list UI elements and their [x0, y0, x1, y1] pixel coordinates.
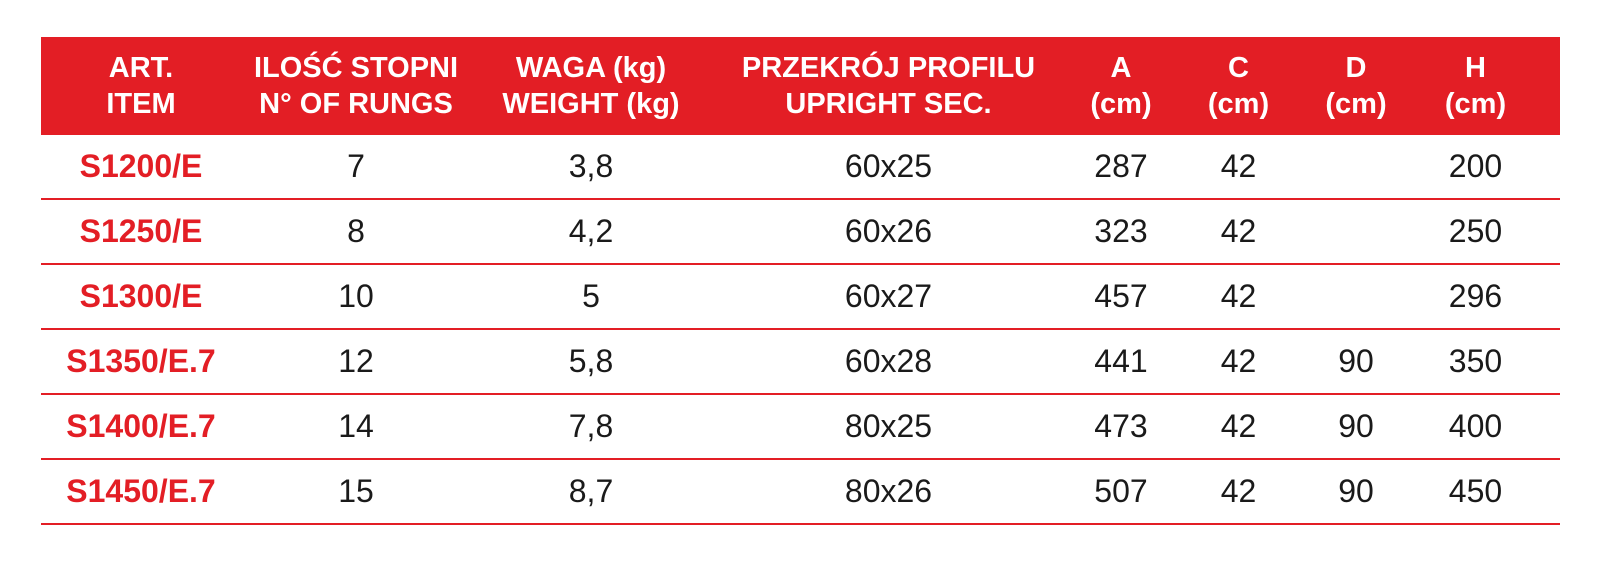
header-item: ART. ITEM [41, 37, 241, 135]
d-value: 90 [1338, 343, 1374, 379]
a-value: 323 [1094, 213, 1148, 249]
h-value: 200 [1448, 148, 1503, 184]
header-label: D [1345, 52, 1367, 84]
header-h: H (cm) [1411, 37, 1540, 135]
c-value: 42 [1220, 343, 1257, 379]
c-value: 42 [1220, 213, 1257, 249]
rungs-value: 14 [338, 408, 374, 444]
a-value: 473 [1094, 408, 1148, 444]
header-label: UPRIGHT SEC. [785, 88, 992, 120]
header-label: (cm) [1090, 88, 1152, 120]
rungs-value: 15 [338, 473, 374, 509]
header-rungs: ILOŚĆ STOPNI N° OF RUNGS [241, 37, 471, 135]
table-row: S1200/E 7 3,8 60x25 287 42 200 [41, 135, 1560, 200]
rungs-value: 12 [338, 343, 374, 379]
c-value: 42 [1220, 408, 1257, 444]
header-a: A (cm) [1066, 37, 1176, 135]
rungs-value: 7 [347, 148, 365, 184]
section-value: 60x27 [844, 278, 933, 314]
header-label: WEIGHT (kg) [502, 88, 680, 120]
header-c: C (cm) [1176, 37, 1301, 135]
header-d: D (cm) [1301, 37, 1411, 135]
table-row: S1250/E 8 4,2 60x26 323 42 250 [41, 200, 1560, 265]
table-row: S1350/E.7 12 5,8 60x28 441 42 90 350 [41, 330, 1560, 395]
header-label: ILOŚĆ STOPNI [253, 52, 459, 84]
d-value [1301, 135, 1411, 198]
h-value: 400 [1448, 408, 1503, 444]
rungs-value: 10 [338, 278, 374, 314]
weight-value: 7,8 [568, 408, 614, 444]
section-value: 60x26 [844, 213, 933, 249]
table-row: S1300/E 10 5 60x27 457 42 296 [41, 265, 1560, 330]
h-value: 250 [1448, 213, 1503, 249]
header-label: (cm) [1207, 88, 1270, 120]
header-label: (cm) [1444, 88, 1507, 120]
h-value: 450 [1448, 473, 1503, 509]
weight-value: 3,8 [568, 148, 614, 184]
header-label: PRZEKRÓJ PROFILU [741, 52, 1036, 84]
header-label: A [1110, 52, 1132, 84]
header-label: C [1228, 52, 1249, 84]
h-value: 296 [1448, 278, 1503, 314]
weight-value: 8,7 [568, 473, 614, 509]
specs-table: ART. ITEM ILOŚĆ STOPNI N° OF RUNGS WAGA … [41, 37, 1560, 525]
a-value: 287 [1094, 148, 1148, 184]
item-code: S1350/E.7 [66, 343, 216, 379]
d-value: 90 [1338, 473, 1374, 509]
weight-value: 5 [582, 278, 600, 314]
item-code: S1200/E [79, 148, 203, 184]
item-code: S1450/E.7 [66, 473, 216, 509]
header-label: WAGA (kg) [515, 52, 667, 84]
item-code: S1400/E.7 [66, 408, 216, 444]
a-value: 441 [1094, 343, 1148, 379]
d-value [1301, 200, 1411, 263]
header-label: ART. [108, 52, 174, 84]
weight-value: 5,8 [568, 343, 614, 379]
a-value: 457 [1094, 278, 1148, 314]
d-value [1301, 265, 1411, 328]
item-code: S1300/E [79, 278, 203, 314]
header-section: PRZEKRÓJ PROFILU UPRIGHT SEC. [711, 37, 1066, 135]
section-value: 60x25 [844, 148, 933, 184]
item-code: S1250/E [79, 213, 203, 249]
section-value: 80x26 [844, 473, 933, 509]
table-header: ART. ITEM ILOŚĆ STOPNI N° OF RUNGS WAGA … [41, 37, 1560, 135]
h-value: 350 [1448, 343, 1503, 379]
header-label: N° OF RUNGS [259, 88, 453, 120]
section-value: 60x28 [844, 343, 933, 379]
d-value: 90 [1338, 408, 1374, 444]
a-value: 507 [1094, 473, 1148, 509]
section-value: 80x25 [844, 408, 933, 444]
c-value: 42 [1220, 473, 1257, 509]
table-row: S1400/E.7 14 7,8 80x25 473 42 90 400 [41, 395, 1560, 460]
header-label: (cm) [1325, 88, 1387, 120]
table-row: S1450/E.7 15 8,7 80x26 507 42 90 450 [41, 460, 1560, 525]
weight-value: 4,2 [568, 213, 614, 249]
rungs-value: 8 [347, 213, 365, 249]
header-label: H [1465, 52, 1486, 84]
header-weight: WAGA (kg) WEIGHT (kg) [471, 37, 711, 135]
c-value: 42 [1220, 148, 1257, 184]
header-label: ITEM [106, 88, 176, 120]
c-value: 42 [1220, 278, 1257, 314]
